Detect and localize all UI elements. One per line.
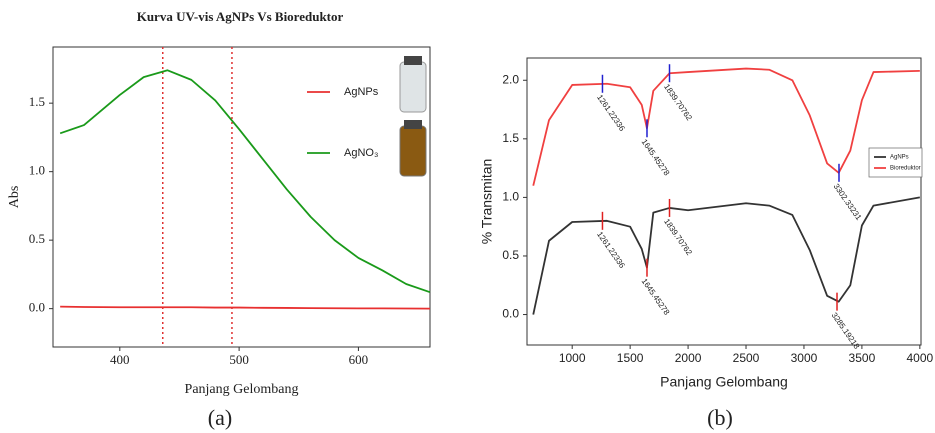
x-tick-label: 3500	[849, 351, 876, 365]
x-tick-label: 500	[229, 352, 249, 367]
peak-label: 3302.33231	[832, 182, 864, 222]
peak-label: 1839.70762	[662, 217, 694, 257]
bottle-cap	[404, 120, 422, 129]
bottle-agnps	[399, 61, 427, 113]
x-axis-label: Panjang Gelombang	[185, 382, 299, 397]
chart: Kurva UV-vis AgNPs Vs Bioreduktor 400 500 6…	[7, 9, 431, 430]
y-tick-label: 0.5	[29, 231, 45, 246]
chart: 1000 1500 2000 2500 3000 3500 4000 0.0 0.5 1.0 1.5…	[479, 57, 934, 430]
y-tick-label: 1.0	[502, 190, 519, 204]
data-line	[532, 67, 920, 186]
chart-title: Kurva UV-vis AgNPs Vs Bioreduktor	[137, 9, 344, 24]
caption: (a)	[208, 405, 232, 430]
bottle-images	[399, 56, 427, 177]
legend-label: AgNPs	[890, 155, 909, 161]
caption: (b)	[707, 405, 733, 430]
legend-label: AgNPs	[344, 86, 379, 98]
legend-label: AgNO₃	[344, 147, 378, 159]
x-axis-label: Panjang Gelombang	[660, 374, 788, 390]
peak-label: 1261.22336	[595, 230, 627, 270]
x-tick-label: 2500	[733, 351, 760, 365]
x-tick-label: 2000	[675, 351, 702, 365]
y-tick-label: 0.0	[502, 307, 519, 321]
y-tick-label: 2.0	[502, 72, 519, 86]
y-tick-label: 1.0	[29, 163, 45, 178]
y-tick-label: 1.5	[29, 94, 45, 109]
plot-frame	[52, 46, 431, 348]
x-tick-label: 1500	[617, 351, 644, 365]
x-tick-label: 600	[349, 352, 369, 367]
bottle-cap	[404, 56, 422, 65]
peak-label: 1645.45278	[640, 137, 672, 177]
bottle-agno3	[399, 125, 427, 177]
y-tick-label: 0.5	[502, 248, 519, 262]
y-axis-label: % Transmitan	[479, 159, 495, 245]
x-tick-label: 3000	[791, 351, 818, 365]
peak-label: 1261.22336	[595, 93, 627, 133]
data-line	[60, 305, 431, 310]
legend-box	[868, 147, 923, 178]
y-tick-label: 1.5	[502, 131, 519, 145]
y-tick-label: 0.0	[29, 300, 45, 315]
data-line	[532, 196, 920, 315]
y-axis-label: Abs	[7, 186, 22, 209]
x-tick-label: 400	[110, 352, 130, 367]
x-tick-label: 4000	[906, 351, 933, 365]
peak-label: 1839.70762	[662, 82, 694, 122]
plot-frame	[526, 57, 922, 346]
peak-label: 1645.45278	[640, 277, 672, 317]
x-tick-label: 1000	[559, 351, 586, 365]
data-line	[59, 69, 431, 294]
legend-label: Bioreduktor	[890, 166, 921, 172]
